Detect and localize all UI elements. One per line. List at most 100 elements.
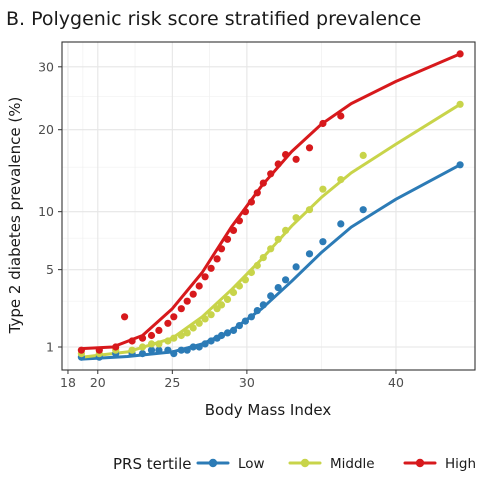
data-point-high [217,245,226,253]
data-point-low [217,331,226,340]
data-point-low [247,313,255,321]
legend-key-point-low [208,458,218,468]
data-point-middle [267,245,275,253]
data-point-low [183,346,191,354]
data-point-high [247,198,255,206]
data-point-low [282,276,290,284]
data-point-low [189,343,197,351]
data-point-high [155,326,163,334]
data-point-middle [235,282,243,290]
data-point-middle [359,151,367,159]
data-point-high [147,331,156,340]
data-point-high [337,112,345,120]
y-tick-label: 1 [46,339,54,354]
data-point-middle [229,288,238,297]
y-tick-label: 20 [38,122,54,137]
data-point-high [319,119,327,128]
data-point-low [177,346,185,354]
data-point-middle [319,185,327,193]
data-point-middle [155,340,163,348]
data-point-high [201,273,209,281]
data-point-low [207,337,215,345]
legend-key-point-middle [300,458,310,468]
y-tick-label: 10 [38,204,54,219]
legend-title: PRS tertile [113,455,191,473]
data-point-middle [241,276,249,284]
data-point-low [147,346,156,354]
data-point-middle [292,214,300,222]
data-point-middle [253,261,261,270]
data-point-high [241,208,249,216]
y-tick-label: 5 [46,262,54,277]
data-point-low [305,250,314,258]
data-point-high [274,160,282,168]
x-tick-label: 40 [388,375,404,390]
data-point-middle [305,206,314,214]
data-point-middle [223,295,232,303]
data-point-low [164,346,172,354]
data-point-high [292,155,300,163]
data-point-low [274,284,282,292]
data-point-middle [274,235,282,243]
legend-label-middle: Middle [330,456,375,472]
data-point-high [235,217,243,225]
data-point-high [128,337,136,345]
fit-line-high [79,52,462,351]
plot-panel [58,41,476,374]
data-point-middle [456,100,464,108]
data-point-low [292,263,300,271]
legend-label-low: Low [238,456,265,472]
data-point-low [267,292,275,300]
data-point-high [164,319,172,327]
legend-label-high: High [445,456,476,472]
data-point-low [259,301,267,309]
data-point-middle [147,340,156,348]
data-point-middle [259,254,267,262]
data-point-low [253,307,261,315]
data-point-high [282,151,290,159]
data-point-high [95,346,103,354]
data-point-low [195,343,203,351]
data-point-high [213,255,221,263]
data-point-middle [189,324,197,332]
data-point-high [77,346,85,354]
chart-title: B. Polygenic risk score stratified preva… [6,8,421,30]
data-point-high [138,334,147,342]
data-point-middle [177,331,185,340]
x-tick-label: 25 [164,375,180,390]
data-point-high [229,226,238,234]
data-point-middle [282,226,290,234]
legend-item-middle: Middle [288,456,375,472]
x-axis-title: Body Mass Index [205,401,332,419]
data-point-high [112,343,120,351]
data-point-high [121,313,129,321]
data-point-middle [183,329,191,337]
data-point-middle [128,346,136,354]
data-point-middle [195,319,203,327]
data-point-high [183,297,191,305]
legend: PRS tertile Low Middle High [113,455,476,473]
x-tick-label: 18 [60,375,76,390]
data-point-middle [138,343,147,351]
data-point-middle [207,311,215,319]
data-point-middle [217,301,226,309]
x-tick-label: 30 [239,375,255,390]
data-point-middle [201,315,209,323]
x-tick-label: 20 [90,375,106,390]
data-point-high [170,313,178,321]
legend-item-high: High [403,456,476,472]
legend-key-point-high [415,458,425,468]
y-tick-label: 30 [38,59,54,74]
data-point-high [305,144,314,152]
data-point-high [195,282,203,290]
data-point-low [456,161,464,169]
data-point-high [223,235,232,243]
data-point-low [241,317,249,325]
data-point-low [229,326,238,334]
data-point-low [170,350,178,358]
data-point-low [337,220,345,228]
data-point-middle [170,334,178,342]
data-point-low [319,238,327,246]
data-point-low [155,346,163,354]
